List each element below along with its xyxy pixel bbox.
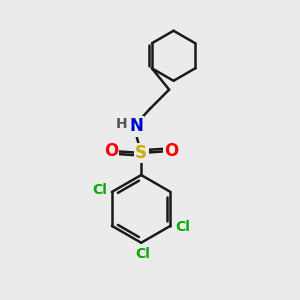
Text: O: O <box>164 142 178 160</box>
Text: O: O <box>104 142 118 160</box>
Text: Cl: Cl <box>92 184 107 197</box>
Text: N: N <box>129 117 143 135</box>
Text: Cl: Cl <box>135 247 150 261</box>
Text: S: S <box>135 144 147 162</box>
Text: H: H <box>115 117 127 131</box>
Text: Cl: Cl <box>176 220 190 234</box>
